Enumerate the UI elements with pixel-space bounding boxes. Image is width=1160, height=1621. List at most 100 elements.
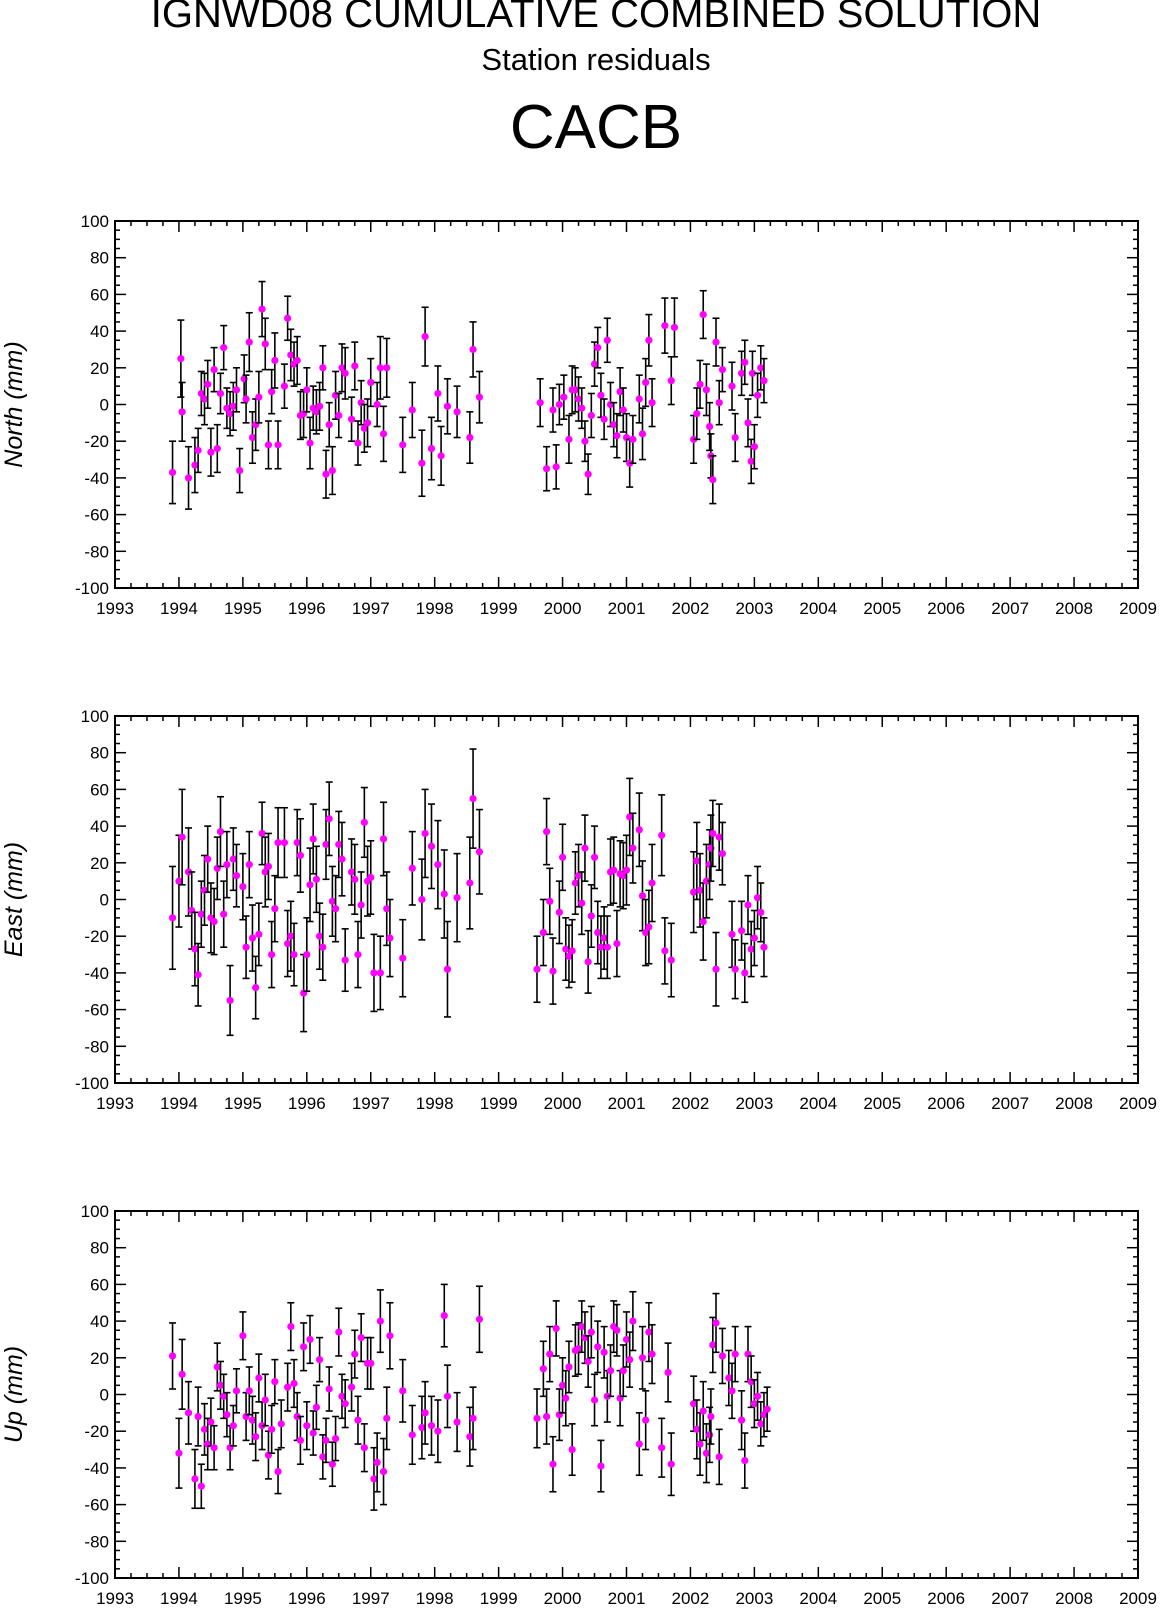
data-point [648, 879, 656, 887]
x-tick-label: 2003 [735, 1094, 773, 1113]
data-point [204, 855, 212, 863]
data-point [309, 1429, 317, 1437]
data-point [584, 1357, 592, 1366]
data-point [226, 996, 234, 1005]
data-point [706, 1431, 714, 1439]
x-tick-label: 1997 [352, 599, 390, 618]
data-point [338, 1392, 346, 1400]
data-point [354, 950, 362, 959]
y-tick-label: -100 [75, 1569, 109, 1588]
data-point [648, 399, 656, 407]
data-point [574, 1345, 583, 1353]
data-point [619, 406, 627, 414]
data-point [335, 411, 343, 420]
data-point [216, 389, 225, 398]
data-point [226, 410, 234, 418]
data-point [168, 468, 177, 476]
data-point [571, 879, 579, 887]
y-tick-label: -20 [84, 432, 109, 451]
data-point [306, 439, 314, 447]
y-tick-label: 100 [81, 212, 109, 231]
data-point [280, 839, 289, 847]
data-point [549, 1460, 557, 1468]
x-tick-label: 2001 [608, 1094, 646, 1113]
data-point [552, 1324, 560, 1333]
data-point [220, 344, 228, 352]
x-tick-label: 1995 [224, 599, 262, 618]
data-point [184, 474, 193, 482]
data-point [296, 1436, 305, 1444]
data-point [242, 943, 250, 951]
x-tick-label: 2000 [544, 599, 582, 618]
data-point [274, 441, 282, 449]
data-point [440, 890, 448, 898]
data-point [383, 364, 391, 372]
data-point [635, 826, 643, 834]
data-point [706, 422, 714, 431]
data-point [287, 351, 295, 359]
data-point [597, 943, 605, 951]
data-point [325, 815, 333, 823]
data-point [261, 340, 269, 348]
x-tick-label: 1994 [160, 1589, 198, 1608]
data-point [322, 470, 330, 478]
data-point [709, 1341, 717, 1349]
data-point [360, 424, 368, 432]
x-tick-label: 2009 [1119, 599, 1157, 618]
data-point [626, 813, 634, 821]
data-point [693, 857, 701, 865]
data-point [434, 861, 442, 869]
x-tick-label: 1998 [416, 1589, 454, 1608]
x-tick-label: 2009 [1119, 1094, 1157, 1113]
data-point [747, 945, 755, 953]
data-point [287, 932, 295, 940]
chart-title: IGNWD08 CUMULATIVE COMBINED SOLUTION [150, 0, 1042, 36]
data-point [568, 947, 576, 955]
data-point [555, 908, 563, 916]
data-point [360, 818, 368, 827]
data-point [376, 364, 384, 372]
data-point [351, 362, 359, 370]
data-point [271, 1378, 279, 1386]
data-point [168, 914, 177, 922]
data-point [603, 336, 611, 344]
y-tick-label: 40 [90, 817, 109, 836]
data-point [597, 1462, 605, 1470]
x-tick-label: 1996 [288, 599, 326, 618]
data-point [408, 864, 416, 872]
data-point [376, 969, 384, 977]
data-point [658, 1444, 666, 1452]
data-point [300, 1343, 308, 1351]
data-point [702, 386, 711, 394]
y-tick-label: -40 [84, 1459, 109, 1478]
data-point [475, 1315, 484, 1323]
data-point [223, 1411, 231, 1419]
data-point [370, 1475, 378, 1483]
data-point [699, 310, 707, 319]
data-point [347, 415, 356, 423]
y-tick-label: 80 [90, 744, 109, 763]
data-point [284, 939, 292, 948]
data-point [693, 410, 701, 418]
data-point [354, 439, 362, 447]
y-tick-label: -80 [84, 1532, 109, 1551]
data-point [427, 842, 436, 850]
data-point [370, 969, 378, 977]
data-point [347, 1383, 356, 1391]
data-point [718, 366, 727, 374]
data-point [306, 881, 314, 889]
data-point [360, 1444, 368, 1452]
data-point [379, 1467, 388, 1476]
data-point [434, 1427, 442, 1435]
data-point [753, 1392, 762, 1400]
data-point [728, 382, 736, 390]
data-point [408, 1431, 416, 1439]
data-point [175, 877, 183, 885]
x-tick-label: 1996 [288, 1589, 326, 1608]
x-tick-label: 2005 [863, 599, 901, 618]
data-point [702, 877, 711, 885]
data-point [376, 1317, 384, 1325]
data-point [271, 356, 279, 365]
x-tick-label: 1999 [480, 1589, 518, 1608]
